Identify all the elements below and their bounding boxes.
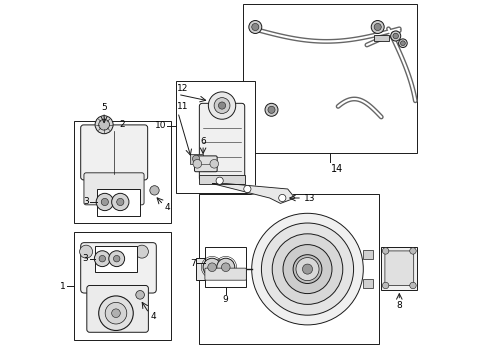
Circle shape — [373, 23, 381, 31]
Bar — [73, 232, 170, 340]
Circle shape — [111, 309, 120, 318]
Text: 3: 3 — [83, 198, 89, 207]
Bar — [363, 279, 373, 288]
Circle shape — [105, 302, 126, 324]
Circle shape — [221, 263, 230, 271]
Circle shape — [209, 159, 218, 168]
Circle shape — [409, 282, 415, 289]
Bar — [196, 258, 228, 280]
Circle shape — [409, 248, 415, 254]
Text: 3: 3 — [82, 254, 88, 263]
Circle shape — [111, 193, 129, 211]
FancyBboxPatch shape — [384, 251, 413, 285]
Circle shape — [192, 155, 199, 162]
Text: 4: 4 — [151, 312, 156, 321]
Bar — [199, 194, 379, 344]
Circle shape — [302, 264, 312, 274]
Circle shape — [283, 245, 331, 294]
Circle shape — [392, 33, 398, 39]
Circle shape — [113, 256, 120, 262]
Circle shape — [99, 119, 109, 130]
Bar — [381, 247, 416, 290]
Text: 7: 7 — [190, 259, 196, 268]
Bar — [373, 35, 387, 41]
FancyBboxPatch shape — [199, 103, 244, 181]
Circle shape — [208, 92, 235, 119]
Text: 2: 2 — [119, 120, 124, 129]
Text: 12: 12 — [177, 84, 188, 93]
Circle shape — [94, 251, 110, 267]
Bar — [73, 121, 170, 223]
Circle shape — [400, 41, 405, 46]
Bar — [204, 247, 246, 287]
FancyBboxPatch shape — [194, 156, 217, 172]
FancyBboxPatch shape — [81, 243, 156, 293]
Text: 13: 13 — [303, 194, 315, 202]
Circle shape — [278, 194, 285, 202]
Circle shape — [193, 159, 201, 168]
Circle shape — [135, 245, 148, 258]
Circle shape — [244, 185, 250, 193]
Text: 1: 1 — [60, 282, 65, 291]
FancyBboxPatch shape — [81, 125, 147, 180]
Bar — [242, 4, 416, 153]
Circle shape — [261, 223, 353, 315]
Bar — [95, 246, 136, 272]
Circle shape — [149, 186, 159, 195]
Polygon shape — [212, 184, 294, 203]
Bar — [198, 175, 245, 184]
Bar — [363, 251, 373, 259]
Bar — [176, 81, 255, 193]
Text: 4: 4 — [164, 203, 169, 212]
Text: 11: 11 — [177, 102, 188, 111]
Circle shape — [101, 198, 108, 206]
Bar — [97, 189, 140, 216]
Circle shape — [272, 234, 342, 305]
Circle shape — [248, 21, 261, 33]
Circle shape — [108, 251, 124, 267]
Circle shape — [251, 213, 363, 325]
Text: 10: 10 — [154, 121, 166, 130]
Circle shape — [295, 258, 318, 281]
Text: 6: 6 — [200, 136, 205, 145]
Circle shape — [370, 21, 384, 33]
Circle shape — [136, 291, 144, 299]
Circle shape — [216, 258, 234, 276]
Circle shape — [99, 256, 105, 262]
Text: 9: 9 — [222, 295, 228, 304]
FancyBboxPatch shape — [87, 285, 148, 332]
Bar — [189, 154, 203, 164]
Text: 14: 14 — [330, 164, 343, 174]
Circle shape — [80, 245, 92, 258]
Circle shape — [300, 262, 314, 276]
Text: 5: 5 — [101, 103, 107, 112]
Circle shape — [95, 116, 113, 134]
Circle shape — [218, 102, 225, 109]
Circle shape — [207, 263, 216, 271]
FancyBboxPatch shape — [84, 173, 144, 205]
Circle shape — [251, 23, 258, 31]
Circle shape — [382, 282, 388, 289]
Circle shape — [267, 106, 275, 113]
Text: 8: 8 — [396, 301, 401, 310]
Circle shape — [292, 255, 321, 284]
Circle shape — [382, 248, 388, 254]
Circle shape — [264, 103, 277, 116]
Circle shape — [214, 98, 229, 113]
Circle shape — [390, 31, 400, 41]
Circle shape — [398, 39, 407, 48]
Circle shape — [203, 258, 221, 276]
Circle shape — [96, 193, 113, 211]
Circle shape — [99, 296, 133, 330]
Circle shape — [216, 177, 223, 184]
FancyBboxPatch shape — [204, 268, 246, 280]
Circle shape — [117, 198, 123, 206]
